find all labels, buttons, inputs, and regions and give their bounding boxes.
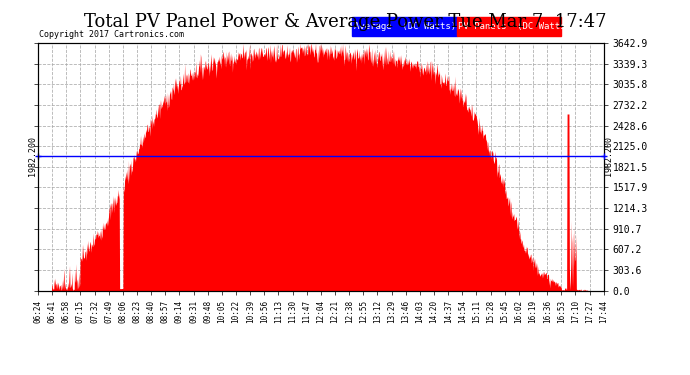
Text: Copyright 2017 Cartronics.com: Copyright 2017 Cartronics.com xyxy=(39,30,184,39)
Text: 1982.200: 1982.200 xyxy=(28,136,37,176)
FancyBboxPatch shape xyxy=(457,17,562,36)
FancyBboxPatch shape xyxy=(352,17,457,36)
Text: Average  (DC Watts): Average (DC Watts) xyxy=(354,22,456,31)
Text: 1982.200: 1982.200 xyxy=(604,136,613,176)
Text: PV Panels  (DC Watts): PV Panels (DC Watts) xyxy=(458,22,571,31)
Text: Total PV Panel Power & Average Power Tue Mar 7  17:47: Total PV Panel Power & Average Power Tue… xyxy=(83,13,607,31)
